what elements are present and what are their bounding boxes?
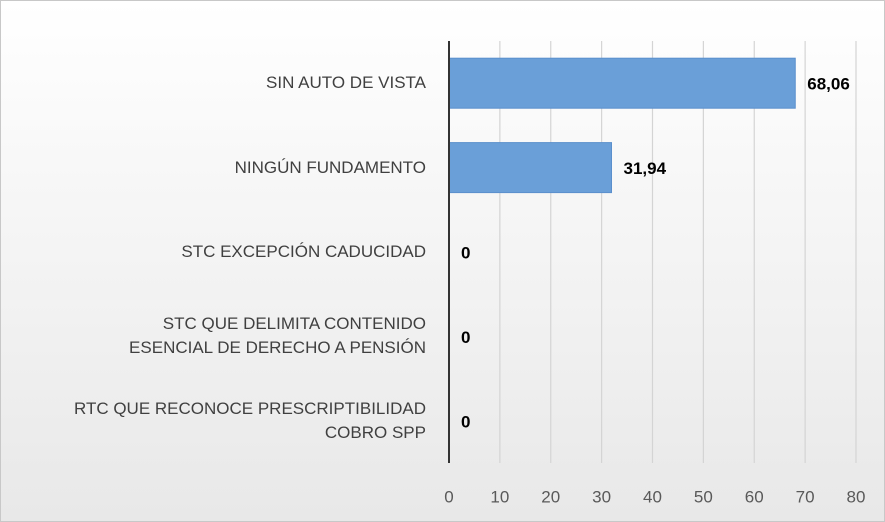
y-tick-label: SIN AUTO DE VISTA xyxy=(266,73,426,93)
x-tick-label: 80 xyxy=(847,487,866,506)
x-tick-label: 0 xyxy=(444,487,453,506)
x-tick-label: 40 xyxy=(643,487,662,506)
x-tick-label: 10 xyxy=(490,487,509,506)
y-tick-label: NINGÚN FUNDAMENTO xyxy=(234,157,426,177)
data-label: 0 xyxy=(461,243,470,262)
bar xyxy=(448,57,796,109)
y-tick-label: RTC QUE RECONOCE PRESCRIPTIBILIDAD COBRO… xyxy=(73,398,426,442)
y-tick-label: STC QUE DELIMITA CONTENIDO ESENCIAL DE D… xyxy=(129,314,426,358)
data-label: 0 xyxy=(461,328,470,347)
data-label: 31,94 xyxy=(623,159,666,178)
data-label: 0 xyxy=(461,412,470,431)
x-tick-label: 20 xyxy=(541,487,560,506)
y-tick-label: STC EXCEPCIÓN CADUCIDAD xyxy=(181,242,426,261)
x-tick-label: 50 xyxy=(694,487,713,506)
bar xyxy=(448,142,612,194)
data-label: 68,06 xyxy=(807,75,850,94)
x-tick-label: 70 xyxy=(796,487,815,506)
x-tick-label: 30 xyxy=(592,487,611,506)
x-tick-label: 60 xyxy=(745,487,764,506)
